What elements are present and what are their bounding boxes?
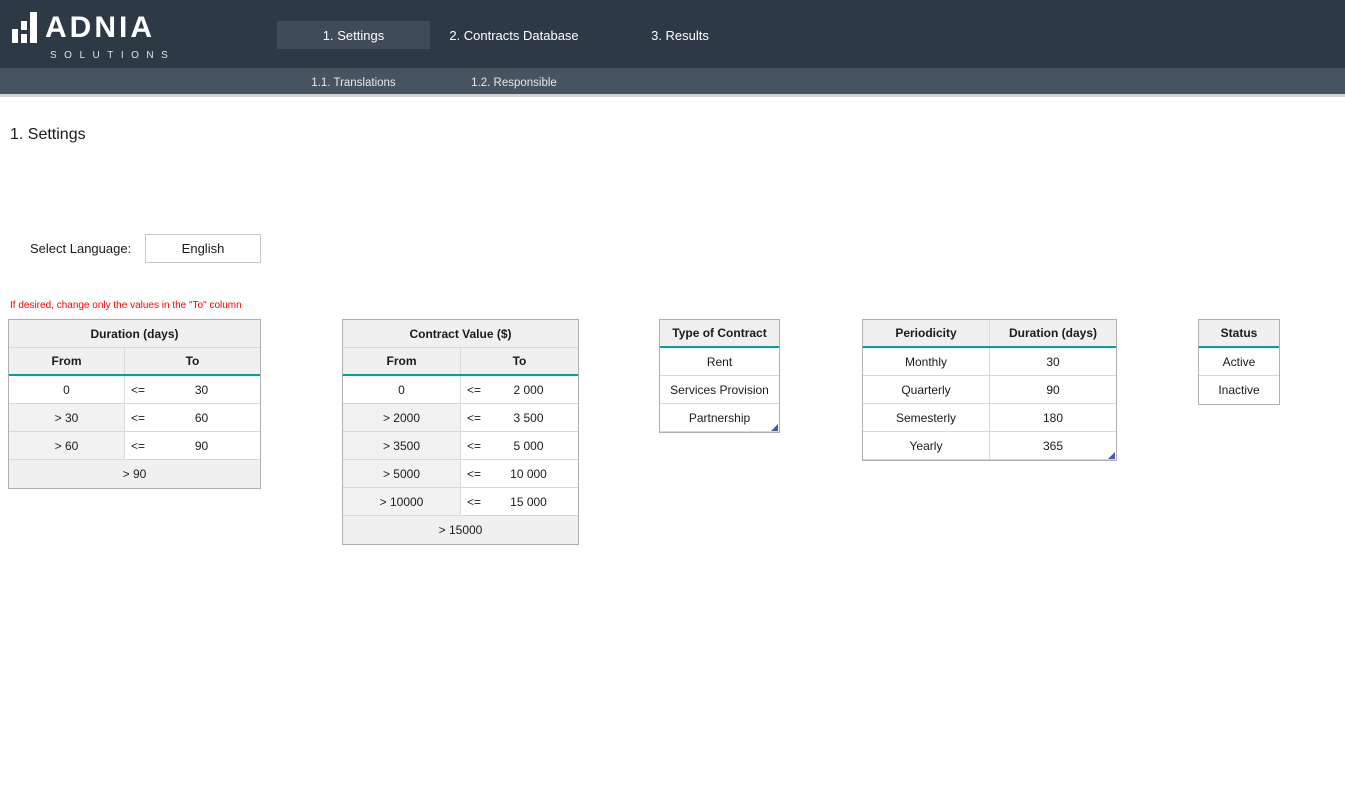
- status-title-row: Status: [1199, 320, 1279, 348]
- contract-header-row: From To: [343, 348, 578, 376]
- periodicity-col-name: Periodicity: [863, 320, 990, 346]
- periodicity-days-cell[interactable]: 90: [990, 376, 1116, 403]
- periodicity-header-row: Periodicity Duration (days): [863, 320, 1116, 348]
- type-of-contract-table: Type of Contract Rent Services Provision…: [659, 319, 780, 433]
- status-cell[interactable]: Inactive: [1199, 376, 1279, 404]
- duration-footer-cell: > 90: [9, 460, 260, 488]
- periodicity-days-cell[interactable]: 180: [990, 404, 1116, 431]
- contract-from-cell[interactable]: 0: [343, 376, 461, 403]
- periodicity-row: Semesterly 180: [863, 404, 1116, 432]
- periodicity-row: Quarterly 90: [863, 376, 1116, 404]
- duration-col-to: To: [125, 348, 260, 374]
- subtab-responsible[interactable]: 1.2. Responsible: [430, 68, 598, 97]
- sub-navigation: 1.1. Translations 1.2. Responsible: [0, 68, 1345, 97]
- contract-row: > 3500 <=5 000: [343, 432, 578, 460]
- language-select[interactable]: English: [145, 234, 261, 263]
- contract-op-cell: <=: [461, 439, 487, 453]
- duration-header-row: From To: [9, 348, 260, 376]
- periodicity-table: Periodicity Duration (days) Monthly 30 Q…: [862, 319, 1117, 461]
- duration-op-cell: <=: [125, 383, 151, 397]
- periodicity-days-cell[interactable]: 30: [990, 348, 1116, 375]
- contract-op-cell: <=: [461, 411, 487, 425]
- duration-title-row: Duration (days): [9, 320, 260, 348]
- tab-contracts-database[interactable]: 2. Contracts Database: [430, 21, 598, 49]
- contract-row: 0 <=2 000: [343, 376, 578, 404]
- periodicity-name-cell[interactable]: Monthly: [863, 348, 990, 375]
- contract-from-cell[interactable]: > 10000: [343, 488, 461, 515]
- periodicity-col-days: Duration (days): [990, 320, 1116, 346]
- duration-to-cell[interactable]: 60: [151, 411, 260, 425]
- duration-row: > 30 <=60: [9, 404, 260, 432]
- contract-col-to: To: [461, 348, 578, 374]
- instruction-note: If desired, change only the values in th…: [10, 300, 242, 311]
- type-row: Rent: [660, 348, 779, 376]
- contract-to-cell[interactable]: 5 000: [487, 439, 578, 453]
- duration-footer-row: > 90: [9, 460, 260, 488]
- type-cell[interactable]: Partnership: [660, 404, 779, 431]
- periodicity-days-cell[interactable]: 365: [990, 432, 1116, 459]
- duration-table: Duration (days) From To 0 <=30 > 30 <=60…: [8, 319, 261, 489]
- brand-subtitle: SOLUTIONS: [50, 50, 175, 61]
- duration-row: 0 <=30: [9, 376, 260, 404]
- brand-logo: ADNIA: [12, 9, 155, 43]
- duration-from-cell[interactable]: 0: [9, 376, 125, 403]
- duration-title: Duration (days): [9, 320, 260, 347]
- type-row: Partnership: [660, 404, 779, 432]
- contract-to-cell[interactable]: 10 000: [487, 467, 578, 481]
- type-cell[interactable]: Services Provision: [660, 376, 779, 403]
- contract-row: > 2000 <=3 500: [343, 404, 578, 432]
- contract-op-cell: <=: [461, 383, 487, 397]
- contract-title: Contract Value ($): [343, 320, 578, 347]
- contract-from-cell[interactable]: > 3500: [343, 432, 461, 459]
- tab-results[interactable]: 3. Results: [598, 21, 762, 49]
- periodicity-name-cell[interactable]: Yearly: [863, 432, 990, 459]
- periodicity-row: Yearly 365: [863, 432, 1116, 460]
- contract-value-table: Contract Value ($) From To 0 <=2 000 > 2…: [342, 319, 579, 545]
- duration-from-cell[interactable]: > 30: [9, 404, 125, 431]
- brand-name: ADNIA: [45, 13, 155, 43]
- type-title-row: Type of Contract: [660, 320, 779, 348]
- page: ADNIA SOLUTIONS 1. Settings 2. Contracts…: [0, 0, 1345, 803]
- tab-settings[interactable]: 1. Settings: [277, 21, 430, 49]
- contract-from-cell[interactable]: > 5000: [343, 460, 461, 487]
- type-cell[interactable]: Rent: [660, 348, 779, 375]
- subtab-translations[interactable]: 1.1. Translations: [277, 68, 430, 97]
- periodicity-name-cell[interactable]: Semesterly: [863, 404, 990, 431]
- duration-op-cell: <=: [125, 439, 151, 453]
- periodicity-name-cell[interactable]: Quarterly: [863, 376, 990, 403]
- app-header: ADNIA SOLUTIONS 1. Settings 2. Contracts…: [0, 0, 1345, 68]
- periodicity-row: Monthly 30: [863, 348, 1116, 376]
- bar-chart-icon: [12, 9, 37, 43]
- contract-footer-cell: > 15000: [343, 516, 578, 544]
- language-label: Select Language:: [30, 241, 131, 256]
- contract-to-cell[interactable]: 2 000: [487, 383, 578, 397]
- type-title: Type of Contract: [660, 320, 779, 346]
- contract-row: > 5000 <=10 000: [343, 460, 578, 488]
- contract-from-cell[interactable]: > 2000: [343, 404, 461, 431]
- contract-to-cell[interactable]: 15 000: [487, 495, 578, 509]
- contract-row: > 10000 <=15 000: [343, 488, 578, 516]
- contract-col-from: From: [343, 348, 461, 374]
- status-row: Active: [1199, 348, 1279, 376]
- contract-to-cell[interactable]: 3 500: [487, 411, 578, 425]
- duration-op-cell: <=: [125, 411, 151, 425]
- contract-op-cell: <=: [461, 495, 487, 509]
- duration-col-from: From: [9, 348, 125, 374]
- contract-footer-row: > 15000: [343, 516, 578, 544]
- type-row: Services Provision: [660, 376, 779, 404]
- duration-to-cell[interactable]: 30: [151, 383, 260, 397]
- contract-op-cell: <=: [461, 467, 487, 481]
- status-table: Status Active Inactive: [1198, 319, 1280, 405]
- duration-from-cell[interactable]: > 60: [9, 432, 125, 459]
- contract-title-row: Contract Value ($): [343, 320, 578, 348]
- duration-to-cell[interactable]: 90: [151, 439, 260, 453]
- status-cell[interactable]: Active: [1199, 348, 1279, 375]
- status-title: Status: [1199, 320, 1279, 346]
- duration-row: > 60 <=90: [9, 432, 260, 460]
- page-title: 1. Settings: [10, 126, 86, 144]
- status-row: Inactive: [1199, 376, 1279, 404]
